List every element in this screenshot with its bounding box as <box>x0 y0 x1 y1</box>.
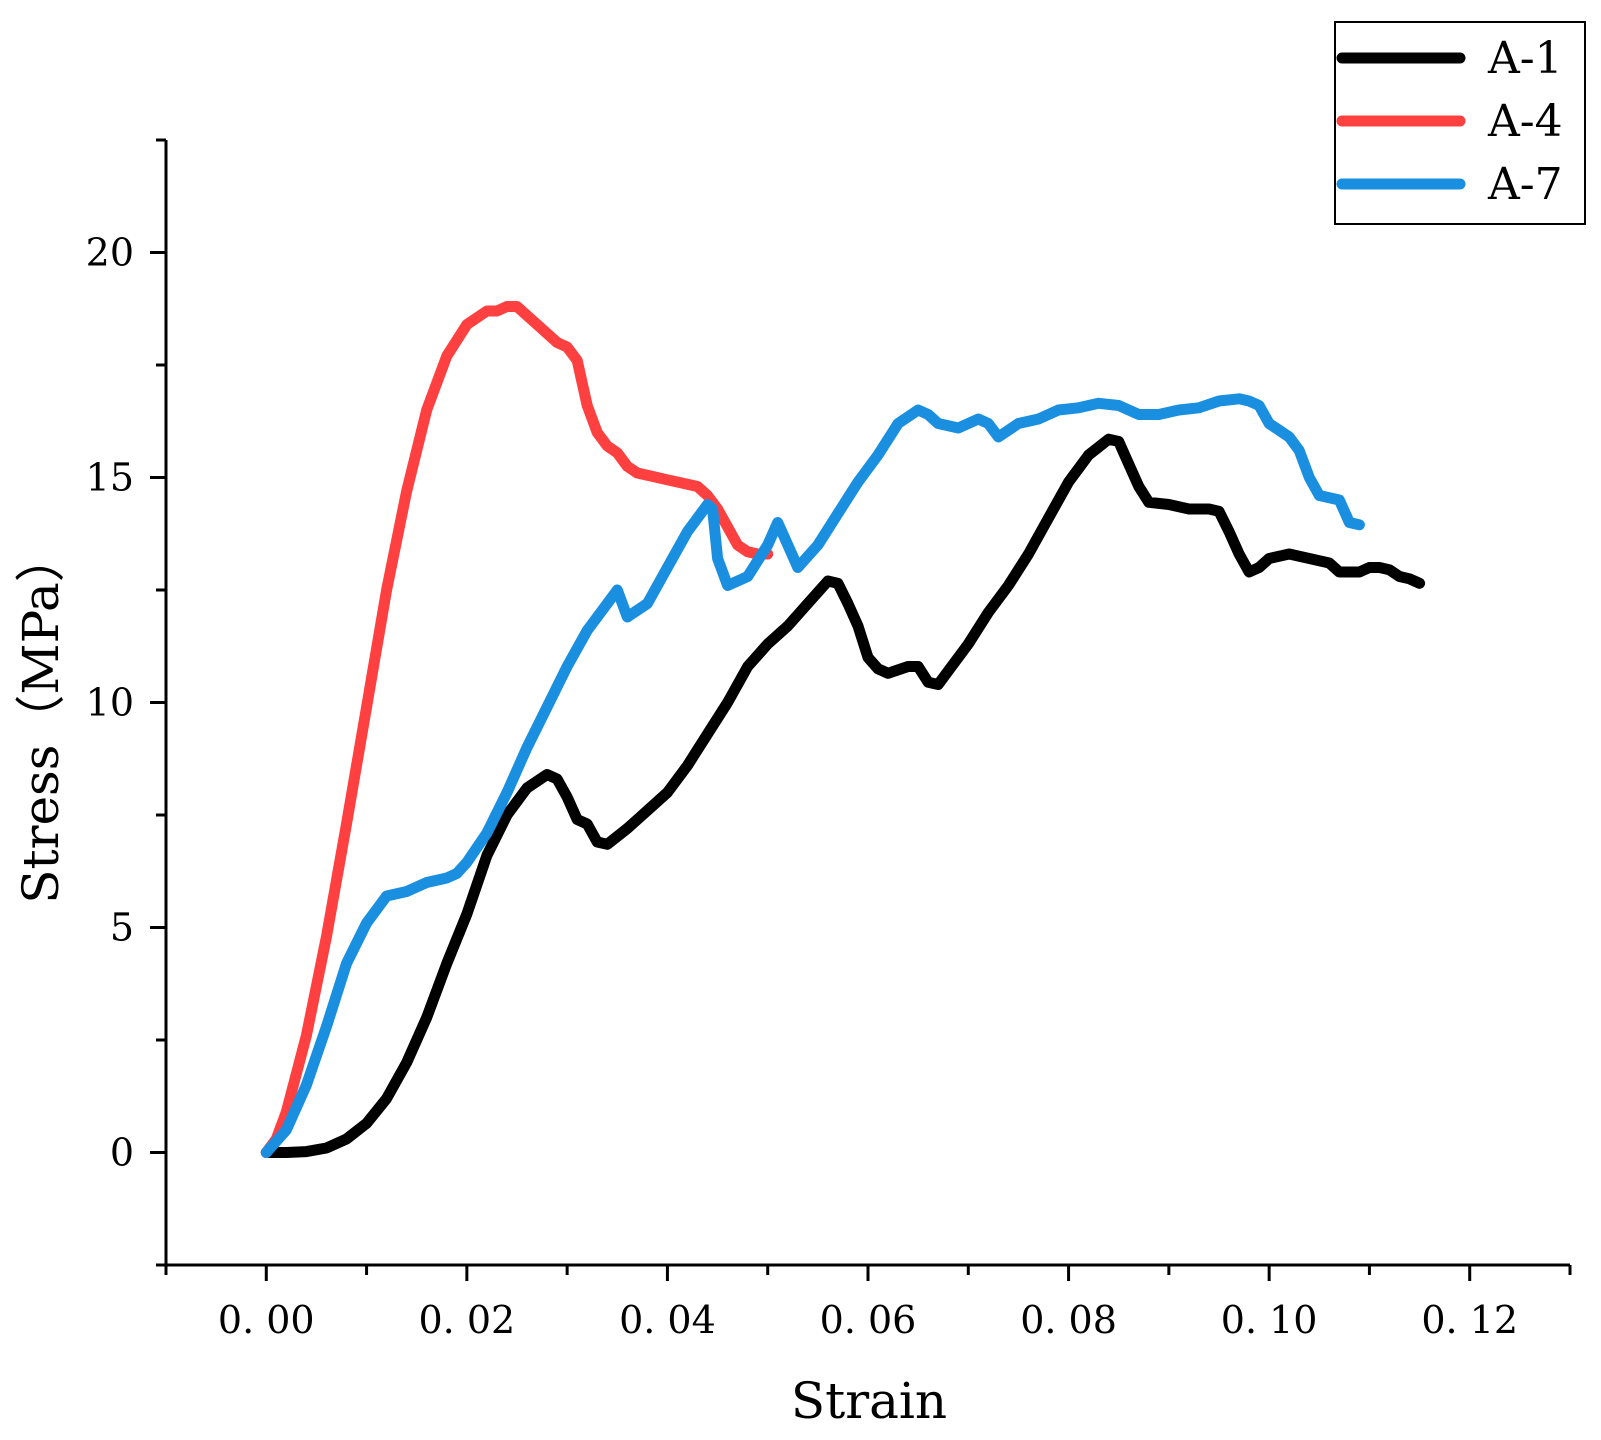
x-axis-title: Strain <box>791 1372 947 1430</box>
series-layer <box>260 301 1426 1158</box>
x-tick-label: 0. 02 <box>419 1298 516 1342</box>
y-tick-label: 15 <box>86 456 134 500</box>
legend: A-1 A-4 A-7 <box>1334 21 1586 225</box>
series-line-a-1 <box>260 433 1426 1158</box>
y-axis-title: Stress（MPa） <box>12 532 70 904</box>
legend-label-a-1: A-1 <box>1487 33 1563 84</box>
legend-label-a-7: A-7 <box>1487 159 1563 210</box>
legend-label-a-4: A-4 <box>1487 96 1563 147</box>
x-tick-label: 0. 10 <box>1221 1298 1318 1342</box>
y-tick-label: 0 <box>110 1131 134 1175</box>
x-tick-label: 0. 12 <box>1421 1298 1518 1342</box>
y-tick-label: 10 <box>86 681 134 725</box>
series-line-a-7 <box>260 393 1365 1158</box>
x-tick-label: 0. 06 <box>820 1298 917 1342</box>
x-tick-label: 0. 08 <box>1020 1298 1117 1342</box>
y-tick-label: 20 <box>86 231 134 275</box>
series-line-a-4 <box>260 301 774 1158</box>
x-tick-label: 0. 00 <box>218 1298 315 1342</box>
axes: 0. 00 0. 02 0. 04 0. 06 0. 08 0. 10 0. 12 0 5 10 1… <box>86 138 1572 1342</box>
x-tick-label: 0. 04 <box>619 1298 716 1342</box>
y-tick-label: 5 <box>110 906 134 950</box>
